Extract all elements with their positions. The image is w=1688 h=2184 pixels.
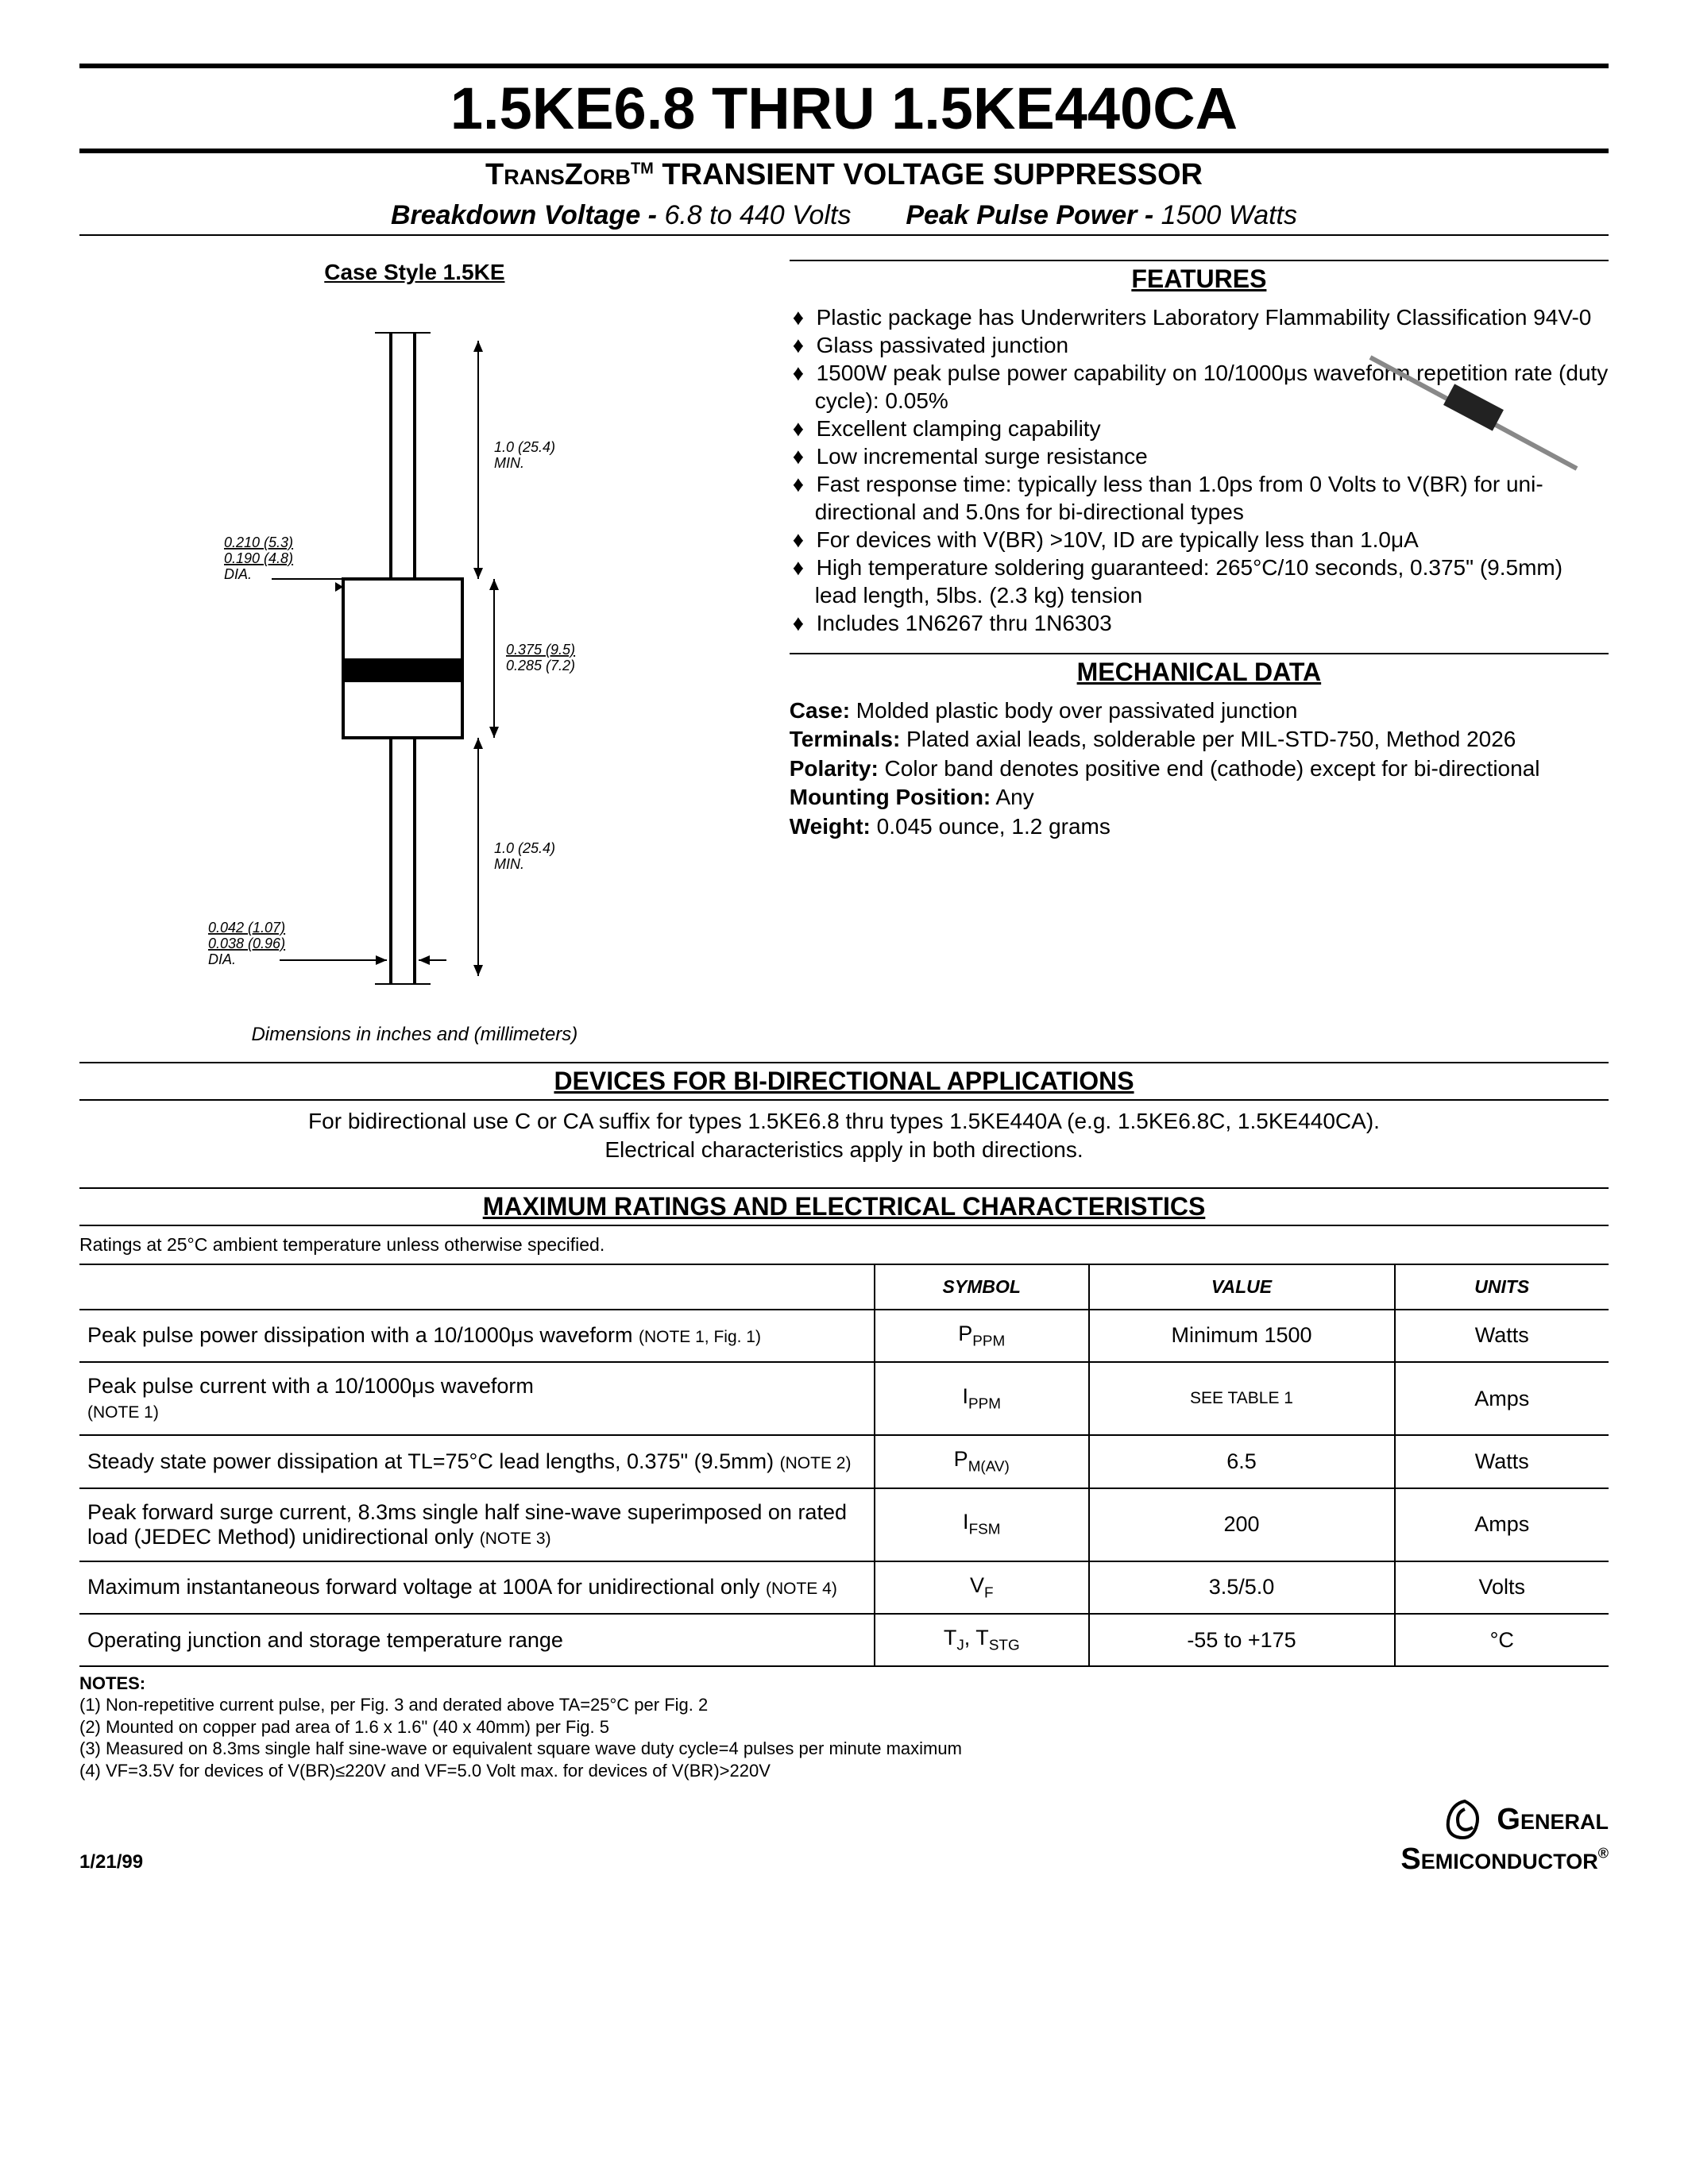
- features-header: FEATURES: [790, 261, 1609, 297]
- svg-text:1.0 (25.4): 1.0 (25.4): [494, 840, 555, 856]
- component-photo-icon: [1354, 341, 1593, 484]
- bidir-header: DEVICES FOR BI-DIRECTIONAL APPLICATIONS: [79, 1063, 1609, 1099]
- note-line: (1) Non-repetitive current pulse, per Fi…: [79, 1694, 1609, 1716]
- note-line: (2) Mounted on copper pad area of 1.6 x …: [79, 1716, 1609, 1738]
- subtitle-row-1: TransZorbTM TRANSIENT VOLTAGE SUPPRESSOR: [79, 153, 1609, 195]
- ratings-table: SYMBOL VALUE UNITS Peak pulse power diss…: [79, 1264, 1609, 1668]
- mech-row: Terminals: Plated axial leads, solderabl…: [790, 725, 1609, 754]
- diagram-caption: Dimensions in inches and (millimeters): [79, 1024, 750, 1046]
- table-row: Peak pulse current with a 10/1000μs wave…: [79, 1362, 1609, 1435]
- note-line: (4) VF=3.5V for devices of V(BR)≤220V an…: [79, 1760, 1609, 1782]
- svg-text:0.190 (4.8): 0.190 (4.8): [224, 550, 293, 566]
- notes-title: NOTES:: [79, 1673, 1609, 1694]
- mech-row: Weight: 0.045 ounce, 1.2 grams: [790, 812, 1609, 841]
- table-row: Operating junction and storage temperatu…: [79, 1614, 1609, 1666]
- table-row: Maximum instantaneous forward voltage at…: [79, 1561, 1609, 1614]
- feature-item: For devices with V(BR) >10V, ID are typi…: [793, 526, 1609, 554]
- table-row: Steady state power dissipation at TL=75°…: [79, 1435, 1609, 1488]
- mech-row: Case: Molded plastic body over passivate…: [790, 696, 1609, 725]
- mech-header: MECHANICAL DATA: [790, 654, 1609, 690]
- rule-under-subtitle: [79, 234, 1609, 236]
- feature-item: Plastic package has Underwriters Laborat…: [793, 303, 1609, 331]
- feature-item: Includes 1N6267 thru 1N6303: [793, 609, 1609, 637]
- svg-text:MIN.: MIN.: [494, 856, 524, 872]
- package-diagram: 1.0 (25.4) MIN. 0.375 (9.5) 0.285 (7.2) …: [79, 301, 750, 1016]
- note-line: (3) Measured on 8.3ms single half sine-w…: [79, 1738, 1609, 1760]
- svg-text:DIA.: DIA.: [224, 566, 252, 582]
- peak-label: Peak Pulse Power -: [906, 200, 1161, 230]
- col-units: UNITS: [1395, 1264, 1609, 1310]
- case-style-title: Case Style 1.5KE: [79, 260, 750, 285]
- main-title: 1.5KE6.8 THRU 1.5KE440CA: [79, 68, 1609, 149]
- peak-val: 1500 Watts: [1161, 200, 1297, 230]
- breakdown-label: Breakdown Voltage -: [391, 200, 664, 230]
- table-row: Peak forward surge current, 8.3ms single…: [79, 1488, 1609, 1561]
- bidir-body: For bidirectional use C or CA suffix for…: [79, 1101, 1609, 1171]
- mech-row: Mounting Position: Any: [790, 783, 1609, 812]
- table-row: Peak pulse power dissipation with a 10/1…: [79, 1310, 1609, 1362]
- svg-text:0.210 (5.3): 0.210 (5.3): [224, 534, 293, 550]
- feature-item: High temperature soldering guaranteed: 2…: [793, 554, 1609, 609]
- svg-text:MIN.: MIN.: [494, 455, 524, 471]
- breakdown-val: 6.8 to 440 Volts: [664, 200, 851, 230]
- subtitle-row-2: Breakdown Voltage - 6.8 to 440 Volts Pea…: [79, 195, 1609, 234]
- svg-text:1.0 (25.4): 1.0 (25.4): [494, 439, 555, 455]
- svg-text:0.042 (1.07): 0.042 (1.07): [208, 920, 285, 936]
- date-stamp: 1/21/99: [79, 1851, 143, 1873]
- col-value: VALUE: [1089, 1264, 1395, 1310]
- svg-text:0.285 (7.2): 0.285 (7.2): [506, 658, 575, 673]
- trademark: TM: [631, 160, 654, 177]
- subtitle-rest: TRANSIENT VOLTAGE SUPPRESSOR: [654, 158, 1203, 191]
- ratings-header: MAXIMUM RATINGS AND ELECTRICAL CHARACTER…: [79, 1189, 1609, 1225]
- mech-row: Polarity: Color band denotes positive en…: [790, 754, 1609, 783]
- col-symbol: SYMBOL: [875, 1264, 1089, 1310]
- svg-text:0.375 (9.5): 0.375 (9.5): [506, 642, 575, 658]
- svg-text:DIA.: DIA.: [208, 951, 236, 967]
- svg-text:0.038 (0.96): 0.038 (0.96): [208, 936, 285, 951]
- notes-block: NOTES: (1) Non-repetitive current pulse,…: [79, 1667, 1609, 1781]
- company-logo: General Semiconductor®: [1400, 1797, 1609, 1873]
- logo-icon: [1441, 1797, 1489, 1845]
- mechanical-data: Case: Molded plastic body over passivate…: [790, 690, 1609, 847]
- brand-name: TransZorb: [485, 158, 631, 191]
- ratings-condition: Ratings at 25°C ambient temperature unle…: [79, 1226, 1609, 1264]
